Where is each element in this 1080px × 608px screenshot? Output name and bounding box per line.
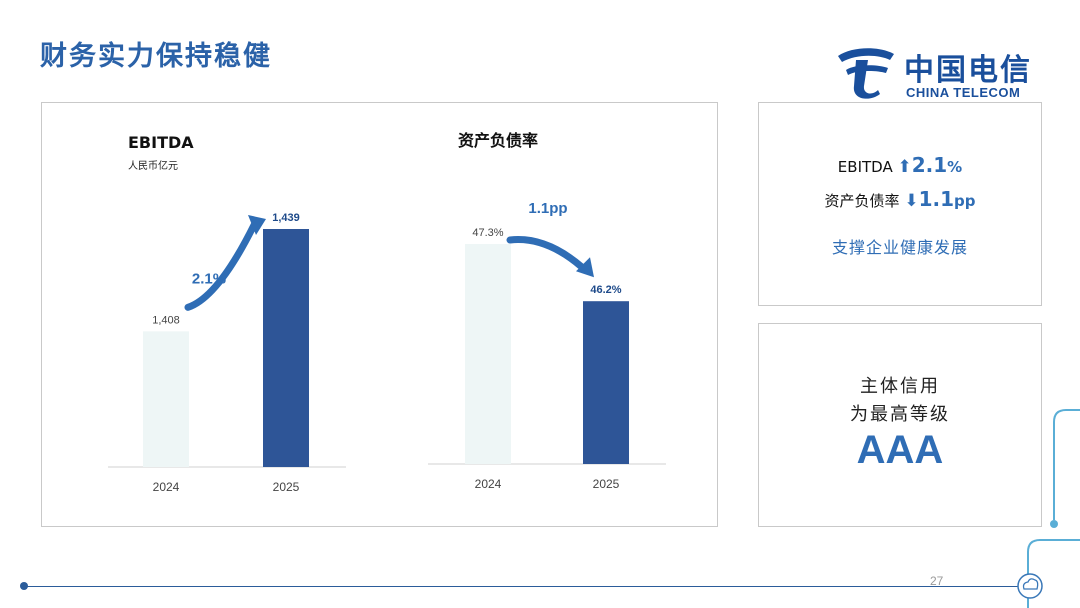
ebitda-chart-unit: 人民币亿元 xyxy=(128,161,178,172)
debt-ratio-chart-title: 资产负债率 xyxy=(458,131,539,150)
china-telecom-logo: 中国电信 CHINA TELECOM xyxy=(834,42,1044,102)
corner-decoration xyxy=(1017,409,1080,608)
ebitda-kpi-value: 2.1 xyxy=(911,153,948,177)
chart-1-tick-2025: 2025 xyxy=(593,477,620,491)
chart-1-bar-2025 xyxy=(583,301,629,464)
chart-1-value-label-2024: 47.3% xyxy=(472,227,503,239)
ebitda-trend-arrow xyxy=(184,221,258,311)
credit-rating-panel: 主体信用 为最高等级 AAA xyxy=(758,323,1042,527)
chart-0-value-label-2025: 1,439 xyxy=(272,212,300,224)
kpi-note: 支撑企业健康发展 xyxy=(831,238,968,257)
debt-ratio-change-label: 1.1pp xyxy=(528,200,567,217)
chart-0-value-label-2024: 1,408 xyxy=(152,314,180,326)
debt-ratio-kpi-line: 资产负债率 ⬇1.1pp xyxy=(759,187,1041,211)
footer-line xyxy=(24,586,1024,587)
ebitda-change-label: 2.1% xyxy=(192,270,226,287)
ebitda-trend-arrowhead xyxy=(248,215,266,235)
charts-panel: EBITDA 人民币亿元 资产负债率 1,408 2024 1,439 2025 2.1… xyxy=(41,102,718,527)
kpi-summary-panel: EBITDA ⬆2.1% 资产负债率 ⬇1.1pp 支撑企业健康发展 xyxy=(758,102,1042,306)
chart-0-tick-2024: 2024 xyxy=(153,480,180,494)
credit-line-2: 为最高等级 xyxy=(850,404,950,425)
ebitda-kpi-label: EBITDA xyxy=(837,158,893,176)
ebitda-chart-title: EBITDA xyxy=(128,133,194,152)
debt-ratio-kpi-label: 资产负债率 xyxy=(824,192,900,210)
debt-ratio-kpi-unit: pp xyxy=(954,192,976,210)
chart-1-bar-2024 xyxy=(465,244,511,464)
debt-ratio-kpi-value: 1.1 xyxy=(918,187,954,211)
chart-1-value-label-2025: 46.2% xyxy=(590,284,621,296)
arrow-down-icon: ⬇ xyxy=(904,191,919,211)
debt-ratio-trend-arrow xyxy=(506,236,586,271)
page-number: 27 xyxy=(930,574,944,588)
logo-english-name: CHINA TELECOM xyxy=(906,85,1021,100)
ebitda-kpi-unit: % xyxy=(947,158,963,176)
chart-0-bar-2024 xyxy=(143,331,189,467)
debt-ratio-trend-arrowhead xyxy=(576,257,594,278)
credit-line-1: 主体信用 xyxy=(860,376,940,397)
cloud-icon xyxy=(1017,573,1043,599)
deco-dot xyxy=(1050,520,1058,528)
logo-chinese-name: 中国电信 xyxy=(904,53,1032,88)
chart-1-tick-2024: 2024 xyxy=(475,477,502,491)
credit-rating-value: AAA xyxy=(856,428,944,472)
china-telecom-emblem-icon xyxy=(838,48,894,99)
chart-0-bar-2025 xyxy=(263,229,309,467)
ebitda-kpi-line: EBITDA ⬆2.1% xyxy=(759,153,1041,177)
arrow-up-icon: ⬆ xyxy=(897,157,912,177)
slide-title: 财务实力保持稳健 xyxy=(40,41,272,72)
chart-0-tick-2025: 2025 xyxy=(273,480,300,494)
bar-charts-svg: 1,408 2024 1,439 2025 2.1% 47.3% 2024 46.2% 2025… xyxy=(108,200,666,494)
